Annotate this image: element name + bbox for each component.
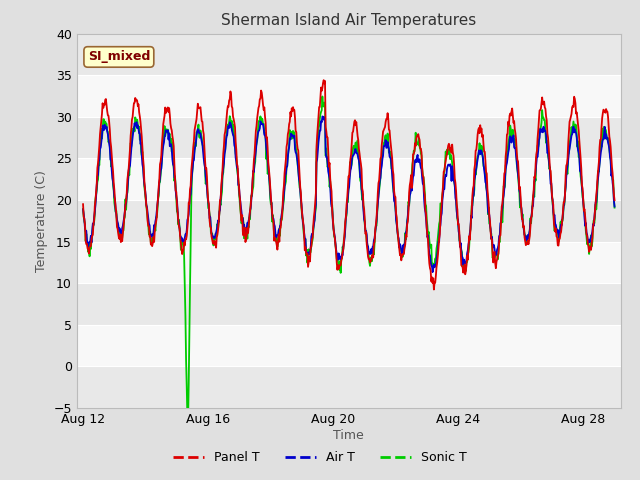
Text: SI_mixed: SI_mixed (88, 50, 150, 63)
Bar (77, 283, 621, 325)
Bar (77, 325, 621, 366)
Legend: Panel T, Air T, Sonic T: Panel T, Air T, Sonic T (168, 446, 472, 469)
Bar (77, 34, 621, 75)
Bar (77, 117, 621, 158)
Bar (77, 366, 621, 408)
X-axis label: Time: Time (333, 429, 364, 442)
Title: Sherman Island Air Temperatures: Sherman Island Air Temperatures (221, 13, 476, 28)
Bar (77, 158, 621, 200)
Bar (77, 75, 621, 117)
Bar (77, 241, 621, 283)
Y-axis label: Temperature (C): Temperature (C) (35, 170, 48, 272)
Bar (77, 200, 621, 241)
